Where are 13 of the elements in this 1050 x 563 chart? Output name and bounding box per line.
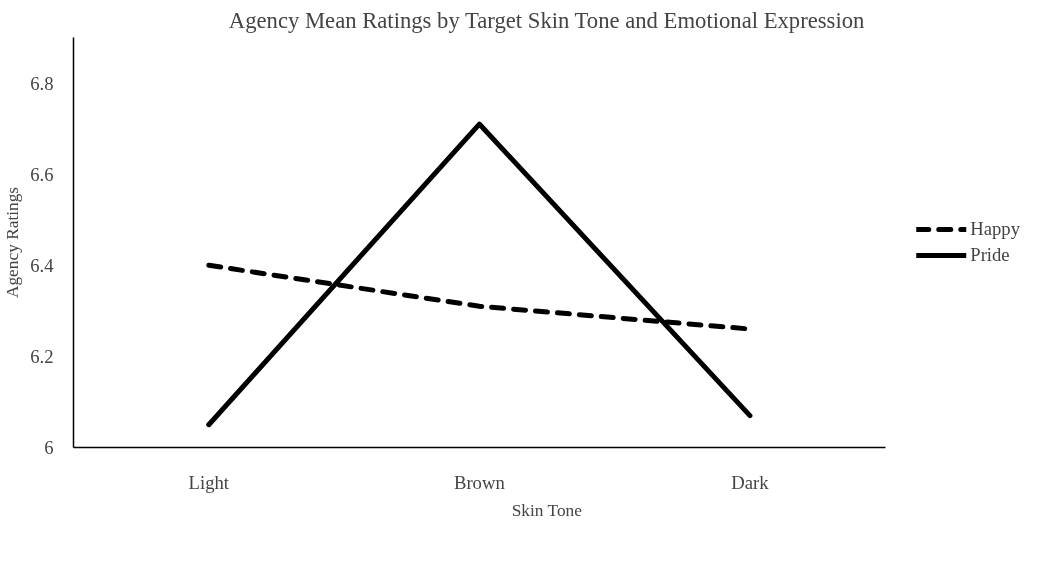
y-tick-label: 6.6 [30, 163, 54, 185]
x-tick-label: Brown [453, 471, 506, 493]
legend-label: Happy [970, 218, 1020, 240]
y-tick-label: 6.8 [30, 72, 54, 94]
y-axis-title: Agency Ratings [3, 186, 23, 299]
x-tick-label: Light [188, 471, 230, 493]
x-axis-title: Skin Tone [511, 500, 583, 520]
x-tick-label: Dark [731, 471, 770, 493]
y-tick-label: 6.4 [30, 254, 55, 276]
y-tick-label: 6 [44, 437, 54, 458]
chart-title: Agency Mean Ratings by Target Skin Tone and Emotional Expression [228, 7, 865, 33]
y-tick-label: 6.2 [30, 345, 54, 367]
legend-label: Pride [970, 244, 1010, 266]
